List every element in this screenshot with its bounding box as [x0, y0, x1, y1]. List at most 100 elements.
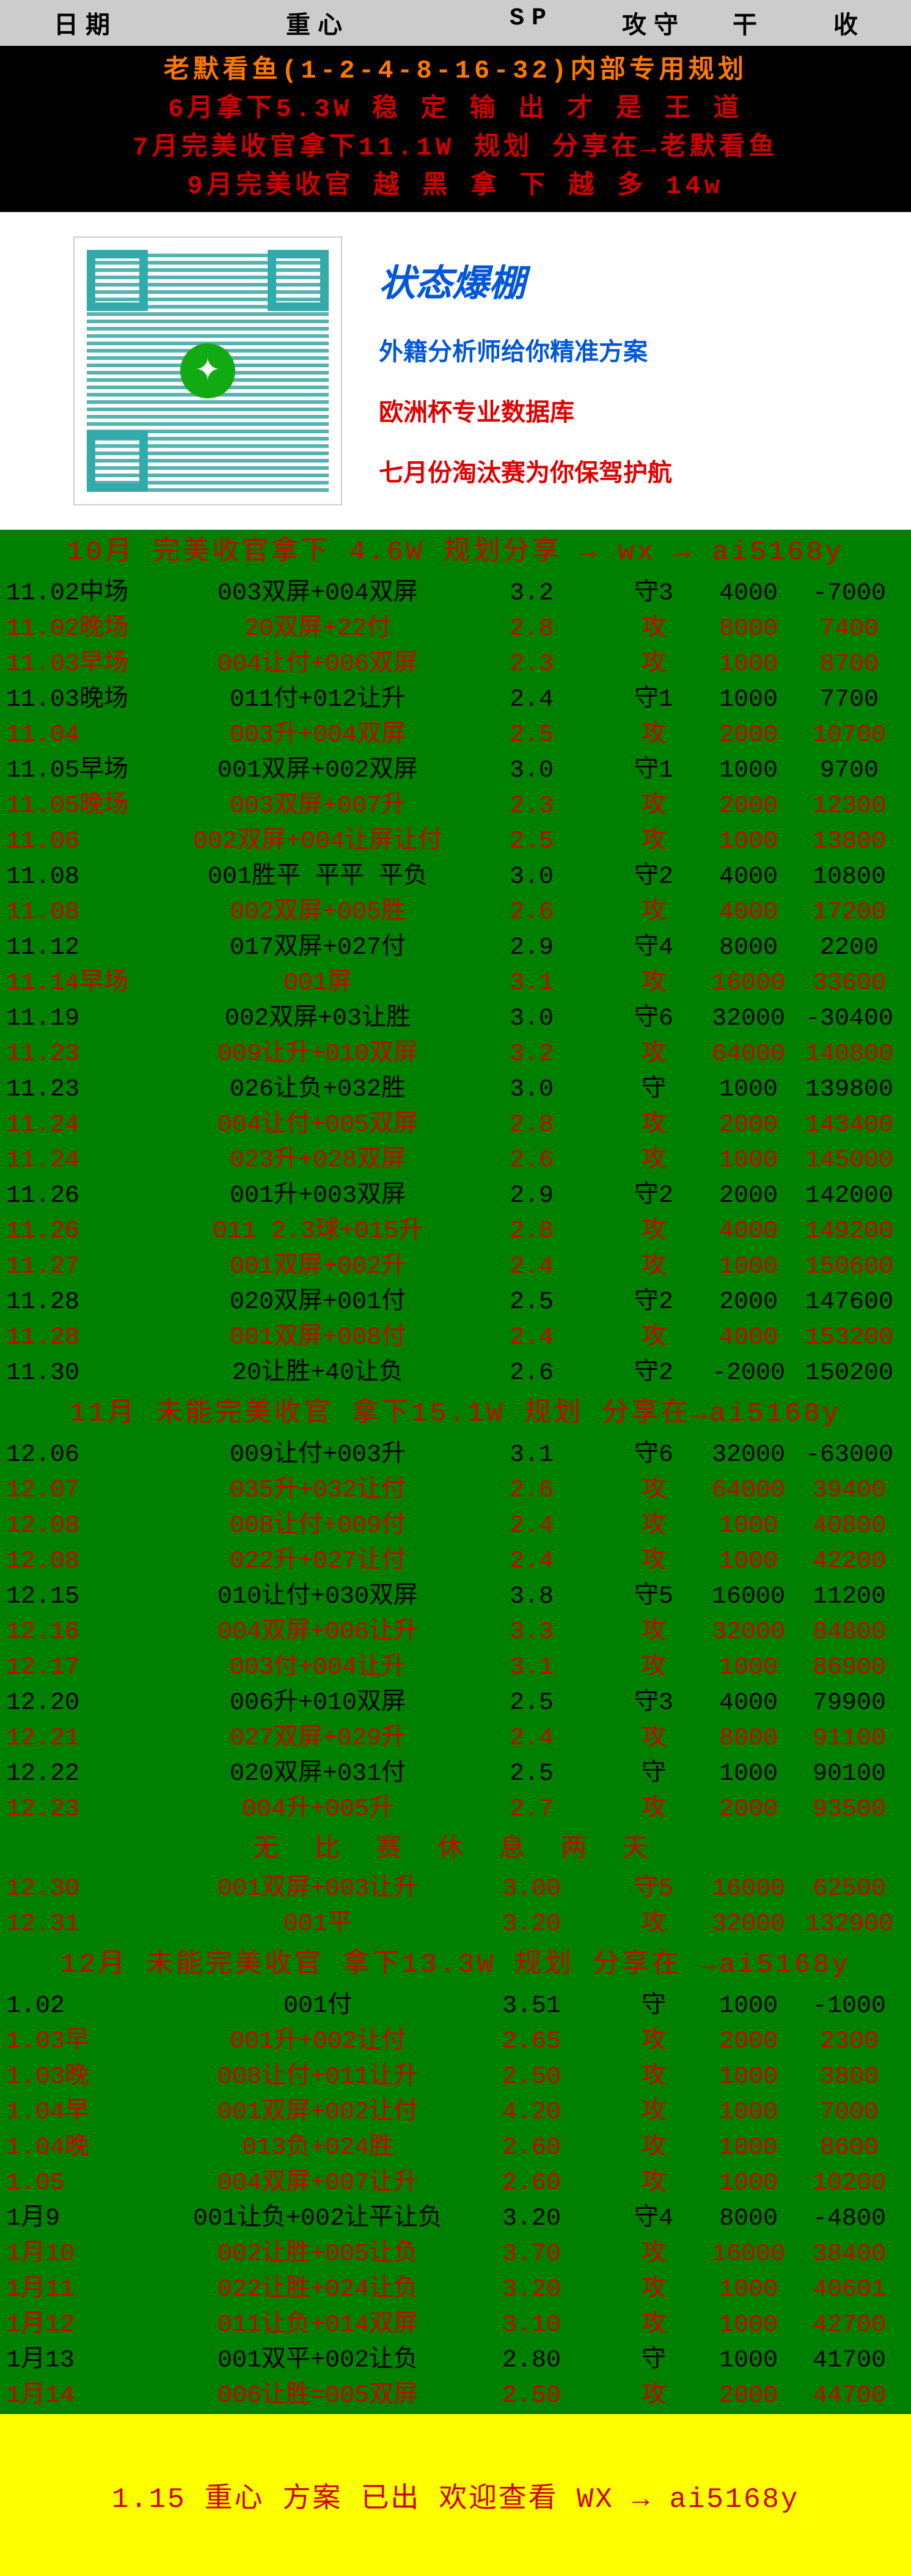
table-row: 11.12017双屏+027付2.9守480002200	[0, 931, 911, 966]
cell: 8000	[709, 2201, 788, 2237]
cell: 11.02中场	[0, 576, 171, 612]
cell: 153200	[788, 1320, 910, 1356]
qr-code: ✦	[73, 236, 342, 505]
cell: 攻	[599, 2024, 709, 2060]
cell: 11.23	[0, 1072, 171, 1108]
cell: 003付+004让升	[171, 1650, 464, 1686]
cell: 002双屏+005胜	[171, 895, 464, 931]
cell: 008让付+011让升	[171, 2060, 464, 2095]
cell: -4800	[788, 2201, 910, 2237]
table-row: 11.05晚场003双屏+007升2.3攻200012300	[0, 789, 911, 824]
cell: 2.5	[464, 1757, 599, 1792]
cell: 8000	[709, 1721, 788, 1757]
cell: 1000	[709, 2131, 788, 2166]
cell: 1000	[709, 753, 788, 789]
cell: 守2	[599, 860, 709, 895]
cell: 011 2.3球+015升	[171, 1214, 464, 1250]
cell: 2.6	[464, 1356, 599, 1391]
cell: 39400	[788, 1473, 910, 1509]
cell: 1.03早	[0, 2024, 171, 2060]
cell: 023升+028双屏	[171, 1143, 464, 1179]
table-row: 12.07035升+032让付2.6攻6400039400	[0, 1473, 911, 1509]
cell: 2000	[709, 1179, 788, 1214]
cell: 91100	[788, 1721, 910, 1757]
cell: 3.20	[464, 2272, 599, 2308]
cell: 攻	[599, 1143, 709, 1179]
cell: 3.0	[464, 1001, 599, 1037]
cell: 2300	[788, 2024, 910, 2060]
cell: 11.28	[0, 1285, 171, 1320]
h-shou: 收	[788, 5, 910, 41]
table-row: 12.08022升+027让付2.4攻100042200	[0, 1544, 911, 1579]
cell: 11.12	[0, 931, 171, 966]
cell: 001双屏+002让付	[171, 2095, 464, 2131]
cell: 44700	[788, 2379, 910, 2414]
cell: 20让胜+40让负	[171, 1356, 464, 1391]
table-row: 12.16004双屏+006让升3.3攻3200084800	[0, 1615, 911, 1650]
cell: 13800	[788, 824, 910, 860]
cell: 攻	[599, 612, 709, 647]
table-row: 11.02中场003双屏+004双屏3.2守34000-7000	[0, 576, 911, 612]
table-row: 11.26011 2.3球+015升2.8攻4000149200	[0, 1214, 911, 1250]
h-focus: 重心	[171, 5, 464, 41]
table-row: 12.17003付+004让升3.1攻100086900	[0, 1650, 911, 1686]
cell: 86900	[788, 1650, 910, 1686]
cell: 攻	[599, 2308, 709, 2343]
cell: 001双屏+003让升	[171, 1872, 464, 1907]
cell: 93500	[788, 1792, 910, 1828]
cell: 022升+027让付	[171, 1544, 464, 1579]
cell: 1000	[709, 1989, 788, 2024]
cell: 守2	[599, 1179, 709, 1214]
cell: 003双屏+004双屏	[171, 576, 464, 612]
cell: 3.10	[464, 2308, 599, 2343]
h-atkdef: 攻守	[599, 5, 709, 41]
cell: 020双屏+001付	[171, 1285, 464, 1320]
cell: -30400	[788, 1001, 910, 1037]
cell: 001屏	[171, 966, 464, 1001]
table-row: 1月10002让胜+005让负3.70攻1600038400	[0, 2237, 911, 2272]
cell: 2.3	[464, 789, 599, 824]
cell: 16000	[709, 1872, 788, 1907]
banner-line: 老默看鱼(1-2-4-8-16-32)内部专用规划	[0, 52, 911, 90]
cell: 8000	[709, 931, 788, 966]
cell: 1000	[709, 2060, 788, 2095]
cell: 11.05早场	[0, 753, 171, 789]
cell: 1000	[709, 1143, 788, 1179]
section-title: 11月 未能完美收官 拿下15.1W 规划 分享在→ai5168y	[0, 1391, 911, 1438]
cell: 004让付+005双屏	[171, 1108, 464, 1143]
table-row: 12.23004升+005升2.7攻200093500	[0, 1792, 911, 1828]
cell: 006让胜=005双屏	[171, 2379, 464, 2414]
cell: 3.2	[464, 576, 599, 612]
cell: 2000	[709, 718, 788, 753]
cell: 3.20	[464, 1907, 599, 1942]
cell: 2000	[709, 2379, 788, 2414]
cell: 12.06	[0, 1438, 171, 1473]
cell: 150200	[788, 1356, 910, 1391]
cell: 2.4	[464, 1320, 599, 1356]
promo-t2: 外籍分析师给你精准方案	[379, 332, 672, 368]
table-row: 1月11022让胜+024让负3.20攻100040601	[0, 2272, 911, 2308]
cell: 3.0	[464, 1072, 599, 1108]
table-row: 1.02001付3.51守1000-1000	[0, 1989, 911, 2024]
cell: 84800	[788, 1615, 910, 1650]
cell: -2000	[709, 1356, 788, 1391]
cell: 12.20	[0, 1686, 171, 1721]
cell: 攻	[599, 1037, 709, 1072]
cell: 4.20	[464, 2095, 599, 2131]
table-row: 11.23026让负+032胜3.0守1000139800	[0, 1072, 911, 1108]
cell: 守6	[599, 1438, 709, 1473]
cell: 145000	[788, 1143, 910, 1179]
table-row: 12.06009让付+003升3.1守632000-63000	[0, 1438, 911, 1473]
table-row: 11.27001双屏+002升2.4攻1000150600	[0, 1250, 911, 1285]
cell: 守2	[599, 1356, 709, 1391]
cell: 004升+005升	[171, 1792, 464, 1828]
cell: -1000	[788, 1989, 910, 2024]
cell: 035升+032让付	[171, 1473, 464, 1509]
cell: 2.5	[464, 1285, 599, 1320]
footer: 1.15 重心 方案 已出 欢迎查看 WX → ai5168y	[0, 2414, 911, 2576]
cell: 3.51	[464, 1989, 599, 2024]
cell: 8000	[709, 612, 788, 647]
table-row: 11.28001双屏+008付2.4攻4000153200	[0, 1320, 911, 1356]
cell: 2000	[709, 1285, 788, 1320]
table-row: 11.19002双屏+03让胜3.0守632000-30400	[0, 1001, 911, 1037]
